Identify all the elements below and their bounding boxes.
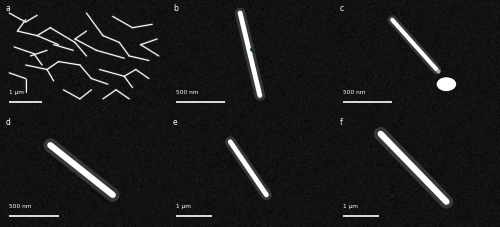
Text: 1 μm: 1 μm — [9, 90, 24, 95]
Text: b: b — [173, 4, 178, 13]
Text: 1 μm: 1 μm — [343, 204, 358, 209]
Text: a: a — [6, 4, 10, 13]
Text: 1 μm: 1 μm — [176, 204, 191, 209]
Text: d: d — [6, 117, 11, 126]
Text: e: e — [173, 117, 178, 126]
Text: 500 nm: 500 nm — [343, 90, 365, 95]
Text: f: f — [340, 117, 342, 126]
Text: 500 nm: 500 nm — [176, 90, 199, 95]
Text: c: c — [340, 4, 344, 13]
Text: 500 nm: 500 nm — [9, 204, 32, 209]
Circle shape — [438, 79, 456, 91]
